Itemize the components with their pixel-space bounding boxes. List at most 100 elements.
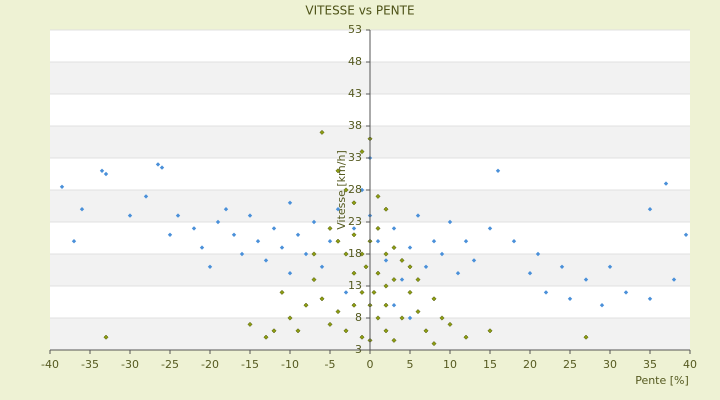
- point: [295, 328, 301, 334]
- point: [399, 257, 405, 263]
- point: [391, 226, 397, 231]
- point: [415, 213, 421, 218]
- point: [303, 251, 309, 257]
- point: [247, 213, 253, 218]
- point: [207, 264, 213, 269]
- point: [287, 271, 293, 276]
- point: [599, 303, 605, 308]
- point: [335, 309, 341, 315]
- point: [399, 277, 405, 282]
- point: [439, 251, 445, 257]
- point: [143, 194, 149, 199]
- point: [159, 165, 165, 170]
- point: [311, 251, 317, 257]
- point: [263, 334, 269, 340]
- x-tick-label: 25: [563, 358, 577, 371]
- point: [383, 328, 389, 334]
- x-tick-label: 0: [367, 358, 374, 371]
- y-tick-label: 28: [348, 183, 362, 196]
- point: [683, 232, 689, 237]
- point: [311, 219, 317, 225]
- point: [415, 309, 421, 315]
- y-tick-label: 43: [348, 87, 362, 100]
- y-tick-label: 48: [348, 55, 362, 68]
- point: [607, 264, 613, 269]
- point: [287, 200, 293, 205]
- x-tick-label: -5: [325, 358, 336, 371]
- point: [231, 232, 237, 237]
- x-tick-label: -35: [81, 358, 99, 371]
- x-tick-label: -15: [241, 358, 259, 371]
- point: [431, 341, 437, 347]
- point: [335, 207, 341, 212]
- point: [303, 302, 309, 308]
- point: [175, 213, 181, 218]
- point: [59, 184, 65, 189]
- y-tick-label: 38: [348, 119, 362, 132]
- point: [559, 264, 565, 269]
- point: [383, 302, 389, 308]
- point: [375, 270, 381, 276]
- y-tick-label: 33: [348, 151, 362, 164]
- point: [415, 277, 421, 283]
- point: [391, 337, 397, 343]
- point: [191, 226, 197, 231]
- point: [351, 302, 357, 308]
- point: [223, 207, 229, 212]
- point: [335, 238, 341, 244]
- x-tick-label: -10: [281, 358, 299, 371]
- point: [383, 206, 389, 212]
- point: [319, 264, 325, 269]
- point: [487, 226, 493, 231]
- point: [383, 283, 389, 289]
- point: [407, 245, 413, 250]
- point: [543, 290, 549, 295]
- point: [583, 334, 589, 340]
- point: [359, 251, 365, 257]
- point: [375, 239, 381, 244]
- point: [535, 251, 541, 257]
- point: [359, 289, 365, 295]
- point: [391, 303, 397, 308]
- point: [375, 193, 381, 199]
- x-axis-title: Pente [%]: [635, 374, 689, 387]
- point: [127, 213, 133, 218]
- y-axis-title: Vitesse [km/h]: [335, 150, 348, 230]
- point: [423, 264, 429, 269]
- point: [383, 251, 389, 257]
- point: [431, 296, 437, 302]
- point: [399, 315, 405, 321]
- point: [167, 232, 173, 237]
- point: [343, 290, 349, 295]
- point: [363, 264, 369, 270]
- point: [671, 277, 677, 282]
- x-tick-label: 35: [643, 358, 657, 371]
- point: [647, 296, 653, 301]
- point: [431, 239, 437, 244]
- x-tick-label: 20: [523, 358, 537, 371]
- point: [663, 181, 669, 186]
- axes: 38131823283338434853-40-35-30-25-20-15-1…: [41, 23, 697, 371]
- point: [359, 334, 365, 340]
- point: [583, 277, 589, 282]
- point: [327, 239, 333, 244]
- point: [439, 315, 445, 321]
- x-tick-label: -40: [41, 358, 59, 371]
- point: [239, 251, 245, 257]
- point: [567, 296, 573, 301]
- x-tick-label: 15: [483, 358, 497, 371]
- point: [103, 171, 109, 177]
- y-tick-label: 53: [348, 23, 362, 36]
- point: [375, 225, 381, 231]
- point: [375, 315, 381, 321]
- point: [351, 226, 357, 231]
- point: [271, 226, 277, 231]
- point: [511, 239, 517, 244]
- point: [487, 328, 493, 334]
- point: [295, 232, 301, 237]
- point: [391, 277, 397, 283]
- point: [343, 328, 349, 334]
- x-tick-label: 40: [683, 358, 697, 371]
- point: [247, 321, 253, 327]
- point: [351, 200, 357, 206]
